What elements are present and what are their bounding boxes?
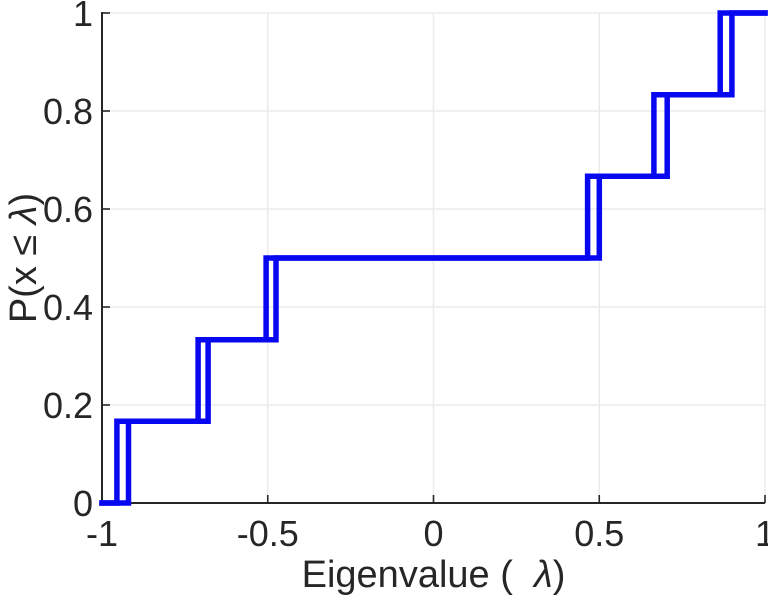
lambda-symbol: λ: [534, 554, 553, 596]
y-tick-label: 0.6: [43, 189, 93, 230]
y-tick-label: 0.4: [43, 287, 93, 328]
y-axis-label-text: P(x ≤: [3, 224, 45, 324]
x-axis-label: Eigenvalue ( λ): [102, 556, 765, 594]
x-tick-label: 1: [755, 513, 768, 554]
x-tick-label: 0: [423, 513, 443, 554]
y-axis-label: P(x ≤ λ): [3, 192, 45, 324]
y-tick-label: 1: [73, 0, 93, 34]
x-tick-label: -0.5: [237, 513, 299, 554]
y-axis-label-close: ): [3, 192, 45, 206]
x-axis-label-text: Eigenvalue (: [301, 554, 534, 596]
x-axis-label-close: ): [552, 554, 566, 596]
x-tick-label: 0.5: [574, 513, 624, 554]
lambda-symbol: λ: [3, 205, 45, 225]
y-tick-label: 0: [73, 483, 93, 524]
ecdf-curve-2: [99, 10, 768, 506]
y-tick-label: 0.8: [43, 91, 93, 132]
y-tick-label: 0.2: [43, 385, 93, 426]
x-tick-label: -1: [86, 513, 118, 554]
